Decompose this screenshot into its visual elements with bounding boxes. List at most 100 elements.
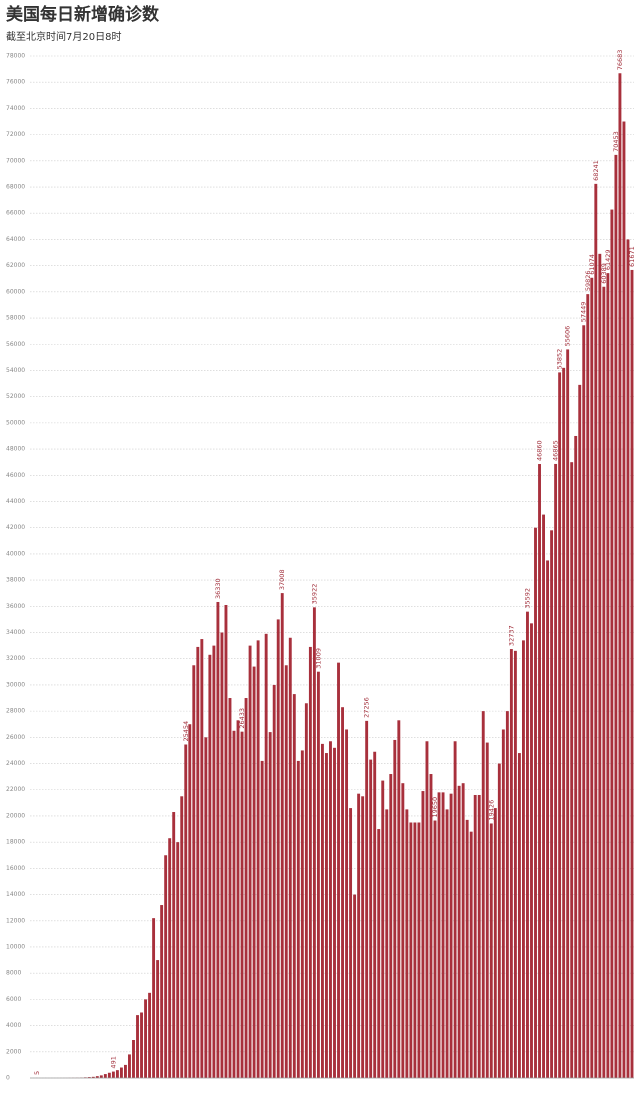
bar — [116, 1070, 119, 1078]
value-label: 53852 — [556, 349, 564, 370]
bar — [128, 1054, 131, 1078]
y-tick-label: 34000 — [6, 629, 25, 636]
y-tick-label: 60000 — [6, 288, 25, 295]
y-tick-label: 10000 — [6, 943, 25, 950]
bar — [112, 1072, 115, 1078]
bar — [627, 239, 630, 1078]
value-label: 31009 — [314, 648, 322, 669]
bar — [462, 783, 465, 1078]
bar — [381, 781, 384, 1078]
value-label: 76683 — [616, 50, 624, 71]
bar — [196, 647, 199, 1078]
bar — [273, 685, 276, 1078]
y-tick-label: 64000 — [6, 236, 25, 243]
bar — [446, 809, 449, 1078]
bar — [353, 895, 356, 1078]
y-tick-label: 32000 — [6, 655, 25, 662]
chart-title: 美国每日新增确诊数 — [6, 4, 160, 25]
bar — [345, 729, 348, 1078]
bar — [486, 743, 489, 1078]
bar — [623, 122, 626, 1078]
bar — [558, 372, 561, 1078]
y-tick-label: 62000 — [6, 262, 25, 269]
bar — [530, 623, 533, 1078]
bar — [602, 287, 605, 1078]
y-tick-label: 44000 — [6, 498, 25, 505]
value-label: 35922 — [310, 584, 318, 605]
bar — [373, 752, 376, 1078]
bar — [466, 820, 469, 1078]
bar — [220, 633, 223, 1078]
bar — [566, 349, 569, 1078]
value-label: 491 — [109, 1056, 117, 1068]
bar — [562, 368, 565, 1078]
y-tick-label: 28000 — [6, 708, 25, 715]
bar — [233, 731, 236, 1078]
bar — [253, 667, 256, 1078]
bar — [245, 698, 248, 1078]
bar — [478, 795, 481, 1078]
y-tick-label: 54000 — [6, 367, 25, 374]
bar — [554, 464, 557, 1078]
bar — [212, 646, 215, 1078]
bar — [329, 741, 332, 1078]
bar — [297, 761, 300, 1078]
bar — [610, 210, 613, 1078]
bar — [104, 1074, 107, 1078]
bar — [474, 795, 477, 1078]
bar — [164, 855, 167, 1078]
y-tick-label: 52000 — [6, 393, 25, 400]
bar — [409, 823, 412, 1079]
bar — [249, 646, 252, 1078]
y-tick-label: 72000 — [6, 131, 25, 138]
y-tick-label: 12000 — [6, 917, 25, 924]
bar — [257, 640, 260, 1078]
bar — [337, 663, 340, 1078]
y-tick-label: 26000 — [6, 734, 25, 741]
value-label: 32737 — [507, 625, 515, 646]
y-tick-label: 42000 — [6, 524, 25, 531]
bar — [498, 764, 501, 1078]
bar — [192, 665, 195, 1078]
bar — [293, 694, 296, 1078]
bar — [140, 1012, 143, 1078]
bar — [413, 823, 416, 1079]
bar — [377, 829, 380, 1078]
bar — [333, 748, 336, 1078]
bar — [325, 753, 328, 1078]
bar — [317, 672, 320, 1078]
bar — [454, 741, 457, 1078]
value-label: 35592 — [523, 588, 531, 609]
bar — [502, 729, 505, 1078]
bar — [361, 796, 364, 1078]
bar — [168, 838, 171, 1078]
y-tick-label: 70000 — [6, 157, 25, 164]
bar — [606, 273, 609, 1078]
y-tick-label: 50000 — [6, 419, 25, 426]
bar — [426, 741, 429, 1078]
bar — [176, 842, 179, 1078]
y-tick-label: 4000 — [6, 1022, 21, 1029]
bar — [269, 732, 272, 1078]
y-tick-label: 6000 — [6, 996, 21, 1003]
bar — [522, 640, 525, 1078]
value-label: 61671 — [628, 246, 636, 267]
bar — [365, 721, 368, 1078]
y-tick-label: 24000 — [6, 760, 25, 767]
y-tick-label: 2000 — [6, 1048, 21, 1055]
bar — [442, 792, 445, 1078]
bar — [321, 744, 324, 1078]
bar — [285, 665, 288, 1078]
bar — [265, 634, 268, 1078]
bar — [574, 436, 577, 1078]
bar — [393, 740, 396, 1078]
bar — [369, 760, 372, 1078]
bar — [124, 1065, 127, 1078]
y-tick-label: 0 — [6, 1075, 10, 1082]
bar — [180, 796, 183, 1078]
bar — [204, 737, 207, 1078]
bar — [341, 707, 344, 1078]
y-tick-label: 30000 — [6, 681, 25, 688]
bar — [518, 753, 521, 1078]
bar — [538, 464, 541, 1078]
